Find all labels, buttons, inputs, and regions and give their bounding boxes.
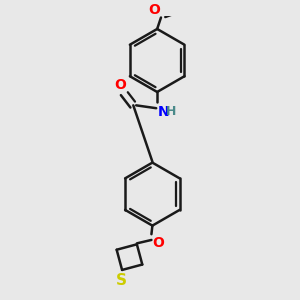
Text: S: S [116, 273, 127, 288]
Text: O: O [114, 78, 126, 92]
Text: O: O [152, 236, 164, 250]
Text: N: N [158, 105, 170, 119]
Text: O: O [148, 3, 160, 17]
Text: H: H [166, 105, 176, 118]
